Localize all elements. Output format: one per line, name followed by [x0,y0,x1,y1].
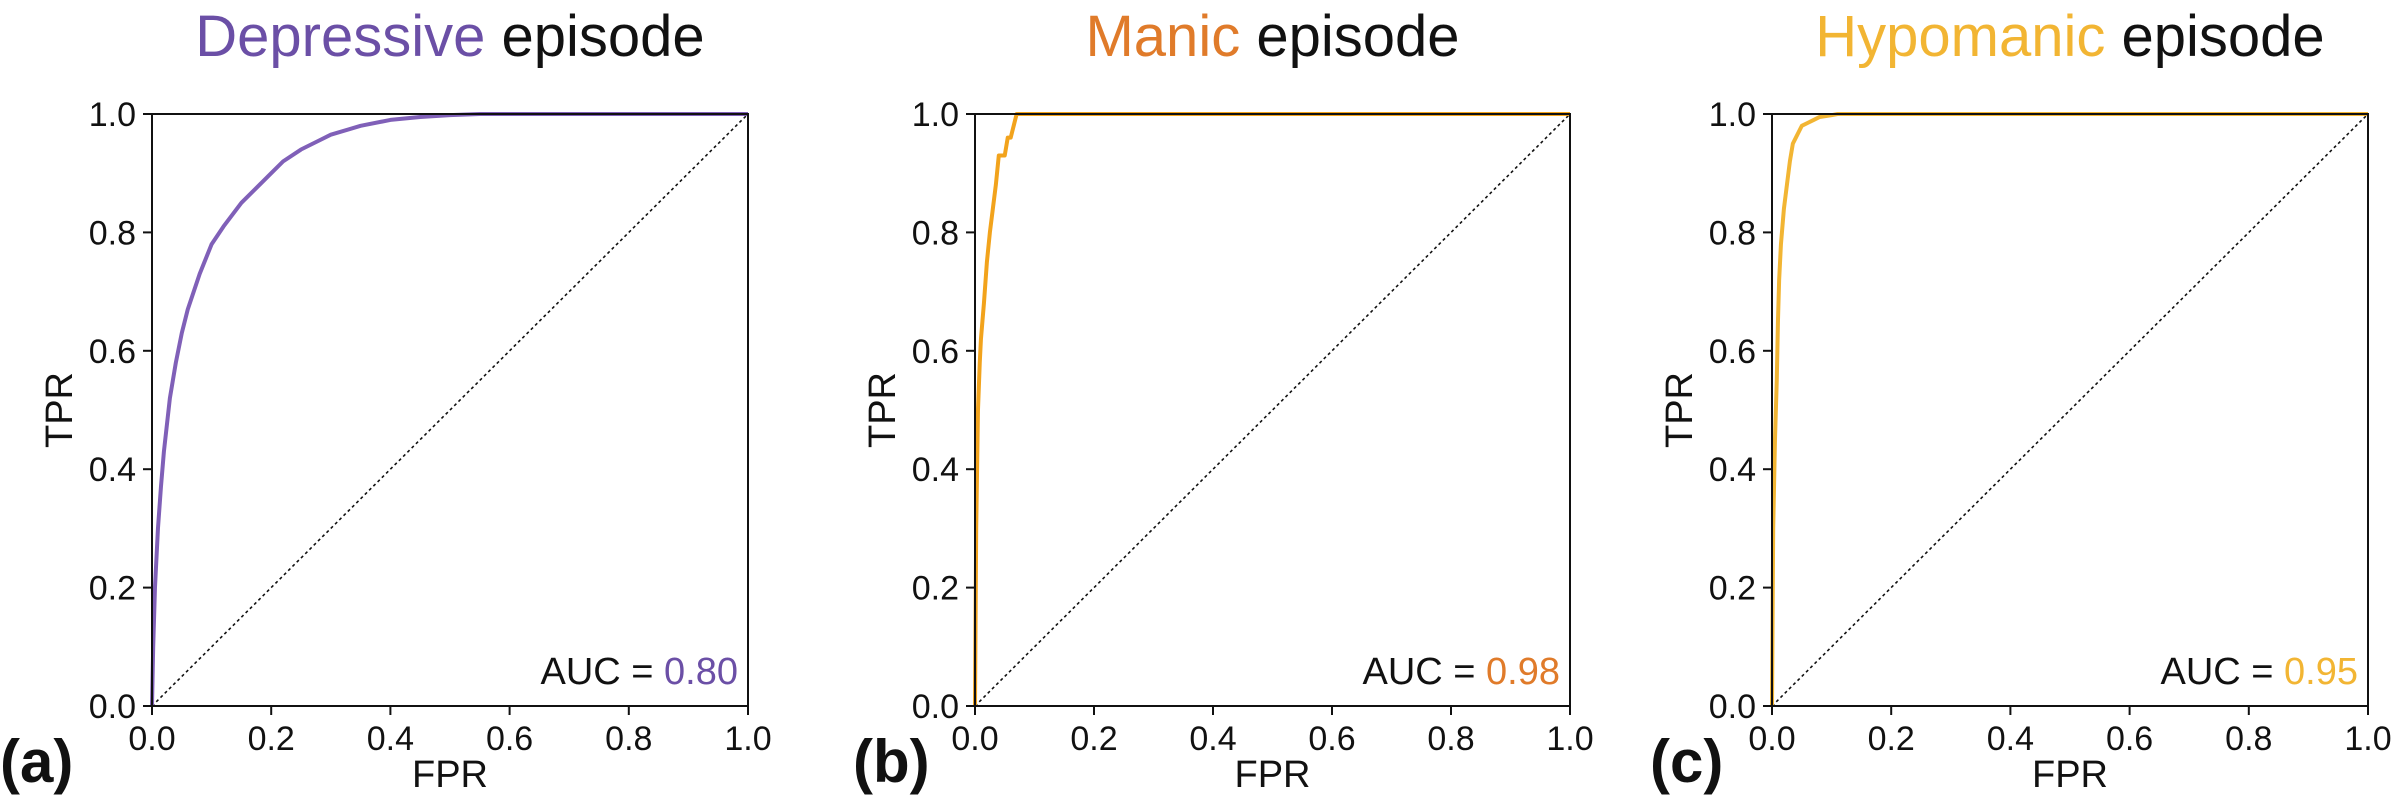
chart-1-xtick-label: 0.0 [128,720,175,758]
chart-2-auc-label: AUC = [1362,651,1486,693]
chart-3-auc-value: 0.95 [2284,651,2358,693]
chart-2-panel-label: (b) [853,728,930,795]
chart-2-title-colored: Manic [1085,4,1240,69]
chart-1-ytick-label: 0.2 [89,570,136,608]
chart-3-xtick-label: 1.0 [2344,720,2391,758]
chart-1-auc-annotation: AUC = 0.80 [540,651,738,693]
chart-1-xlabel: FPR [412,754,488,796]
chart-3-diagonal-reference [1771,113,2369,707]
chart-3-xtick-label: 0.8 [2225,720,2272,758]
chart-2-xtick-label: 1.0 [1546,720,1593,758]
chart-2-ylabel: TPR [862,372,904,448]
chart-3-ytick-label: 0.2 [1709,570,1756,608]
chart-2-xtick-label: 0.2 [1070,720,1117,758]
chart-3-xtick-label: 0.6 [2106,720,2153,758]
chart-3-ytick-label: 0.0 [1709,688,1756,726]
chart-2-xtick-label: 0.4 [1189,720,1236,758]
chart-1-ytick-label: 1.0 [89,96,136,134]
chart-3-ytick-label: 0.6 [1709,333,1756,371]
chart-2-ytick-label: 0.2 [912,570,959,608]
chart-3-ytick-label: 0.4 [1709,451,1756,489]
chart-2-ytick-label: 0.4 [912,451,959,489]
chart-1-title: Depressive episode [195,4,704,69]
chart-1-auc-value: 0.80 [664,651,738,693]
chart-3-xtick-label: 0.2 [1868,720,1915,758]
chart-3-panel-label: (c) [1650,728,1723,795]
chart-1-xtick-label: 0.4 [367,720,414,758]
chart-2-plot-frame [974,113,1571,707]
chart-2-xtick-label: 0.6 [1308,720,1355,758]
chart-3-xtick-label: 0.0 [1748,720,1795,758]
chart-1-xtick-label: 0.8 [605,720,652,758]
chart-1-xtick-label: 0.6 [486,720,533,758]
chart-3-title-rest: episode [2105,4,2324,69]
chart-3-roc-curve [1770,112,2368,707]
chart-1-ylabel: TPR [39,372,81,448]
chart-3-xtick-label: 0.4 [1987,720,2034,758]
chart-3-plot-frame [1771,113,2369,707]
chart-3-title-colored: Hypomanic [1815,4,2105,69]
chart-1-auc-label: AUC = [540,651,664,693]
chart-3-ytick-label: 0.8 [1709,214,1756,252]
chart-1-title-colored: Depressive [195,4,485,69]
chart-3-auc-label: AUC = [2160,651,2284,693]
chart-2-xlabel: FPR [1235,754,1311,796]
chart-3-auc-annotation: AUC = 0.95 [2160,651,2358,693]
chart-2-title-rest: episode [1240,4,1459,69]
chart-1-panel-label: (a) [0,728,73,795]
chart-1: Depressive episode 0.0 0.2 0.4 0.6 0.8 1.0 0.0 0… [0,4,772,796]
chart-3-title: Hypomanic episode [1815,4,2324,69]
chart-2-auc-value: 0.98 [1486,651,1560,693]
chart-1-ytick-label: 0.0 [89,688,136,726]
chart-2-title: Manic episode [1085,4,1459,69]
chart-2-diagonal-reference [974,113,1571,707]
chart-2-roc-curve [973,112,1570,707]
chart-2-ytick-label: 0.0 [912,688,959,726]
chart-1-ytick-label: 0.4 [89,451,136,489]
chart-2-ytick-label: 1.0 [912,96,959,134]
chart-1-xtick-label: 0.2 [248,720,295,758]
chart-2-xtick-label: 0.8 [1427,720,1474,758]
chart-2-ytick-label: 0.8 [912,214,959,252]
chart-2: Manic episode 0.0 0.2 0.4 0.6 0.8 1.0 0.0 0.2 0.4… [853,4,1594,796]
chart-3-ytick-label: 1.0 [1709,96,1756,134]
chart-1-title-rest: episode [485,4,704,69]
chart-2-xtick-label: 0.0 [951,720,998,758]
chart-3-xlabel: FPR [2032,754,2108,796]
chart-2-auc-annotation: AUC = 0.98 [1362,651,1560,693]
chart-1-ytick-label: 0.8 [89,214,136,252]
chart-2-ytick-label: 0.6 [912,333,959,371]
chart-1-plot-frame [151,113,749,707]
chart-3: Hypomanic episode 0.0 0.2 0.4 0.6 0.8 1.0 0.0 0.… [1650,4,2392,796]
chart-1-xtick-label: 1.0 [724,720,771,758]
chart-1-diagonal-reference [151,113,749,707]
chart-1-ytick-label: 0.6 [89,333,136,371]
chart-3-ylabel: TPR [1659,372,1701,448]
